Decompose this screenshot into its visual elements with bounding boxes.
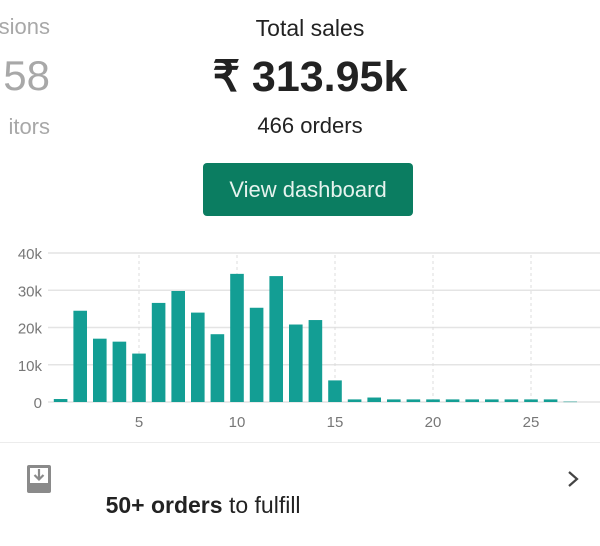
x-tick-label: 20 (425, 414, 442, 431)
bar-day-20 (426, 399, 440, 402)
chevron-right-icon (568, 471, 579, 487)
y-tick-label: 0 (34, 395, 42, 412)
bar-day-17 (367, 397, 381, 402)
bar-day-26 (543, 399, 558, 402)
bar-day-1 (53, 399, 68, 402)
divider (0, 442, 600, 443)
bar-day-22 (465, 399, 479, 402)
inbox-download-icon (27, 465, 51, 493)
bar-day-6 (151, 302, 166, 402)
x-tick-label: 15 (327, 414, 344, 431)
sessions-label: sions (0, 14, 50, 39)
sessions-value: 58 (3, 52, 50, 99)
x-tick-label: 25 (523, 414, 540, 431)
y-tick-label: 20k (18, 321, 43, 338)
bar-day-27 (563, 401, 577, 403)
bar-day-14 (308, 320, 323, 402)
x-tick-label: 10 (229, 414, 246, 431)
bar-day-8 (191, 312, 205, 402)
bar-day-9 (210, 334, 225, 402)
bar-day-11 (249, 307, 264, 402)
bar-day-16 (347, 399, 362, 402)
y-tick-label: 30k (18, 283, 43, 300)
bar-day-5 (132, 353, 146, 402)
bar-day-15 (328, 380, 342, 402)
total-sales-value: ₹ 313.95k (212, 53, 408, 101)
x-tick-label: 5 (135, 414, 143, 431)
orders-to-fulfill-row[interactable]: 50+ orders to fulfill (0, 443, 600, 518)
total-sales-label: Total sales (255, 15, 365, 41)
sales-chart: 0 10k 20k 30k 40k 5 10 15 20 25 (18, 246, 600, 431)
bar-day-4 (112, 341, 127, 402)
bar-day-21 (445, 399, 460, 402)
view-dashboard-button[interactable]: View dashboard (203, 163, 413, 216)
fulfill-count: 50+ orders (105, 492, 223, 518)
visitors-label: itors (8, 114, 50, 139)
y-tick-label: 40k (18, 246, 43, 263)
bar-day-19 (406, 399, 421, 402)
bar-day-3 (93, 338, 107, 402)
bar-day-10 (230, 273, 244, 402)
bar-day-23 (485, 399, 499, 402)
bar-day-7 (171, 290, 185, 402)
bar-day-18 (387, 399, 401, 402)
y-tick-label: 10k (18, 358, 43, 375)
bar-day-13 (289, 324, 303, 402)
bar-day-2 (73, 310, 87, 402)
bar-day-12 (269, 276, 283, 402)
bar-day-25 (524, 399, 538, 402)
bar-day-24 (504, 399, 519, 402)
orders-count: 466 orders (257, 113, 363, 138)
fulfill-text: to fulfill (222, 492, 301, 518)
